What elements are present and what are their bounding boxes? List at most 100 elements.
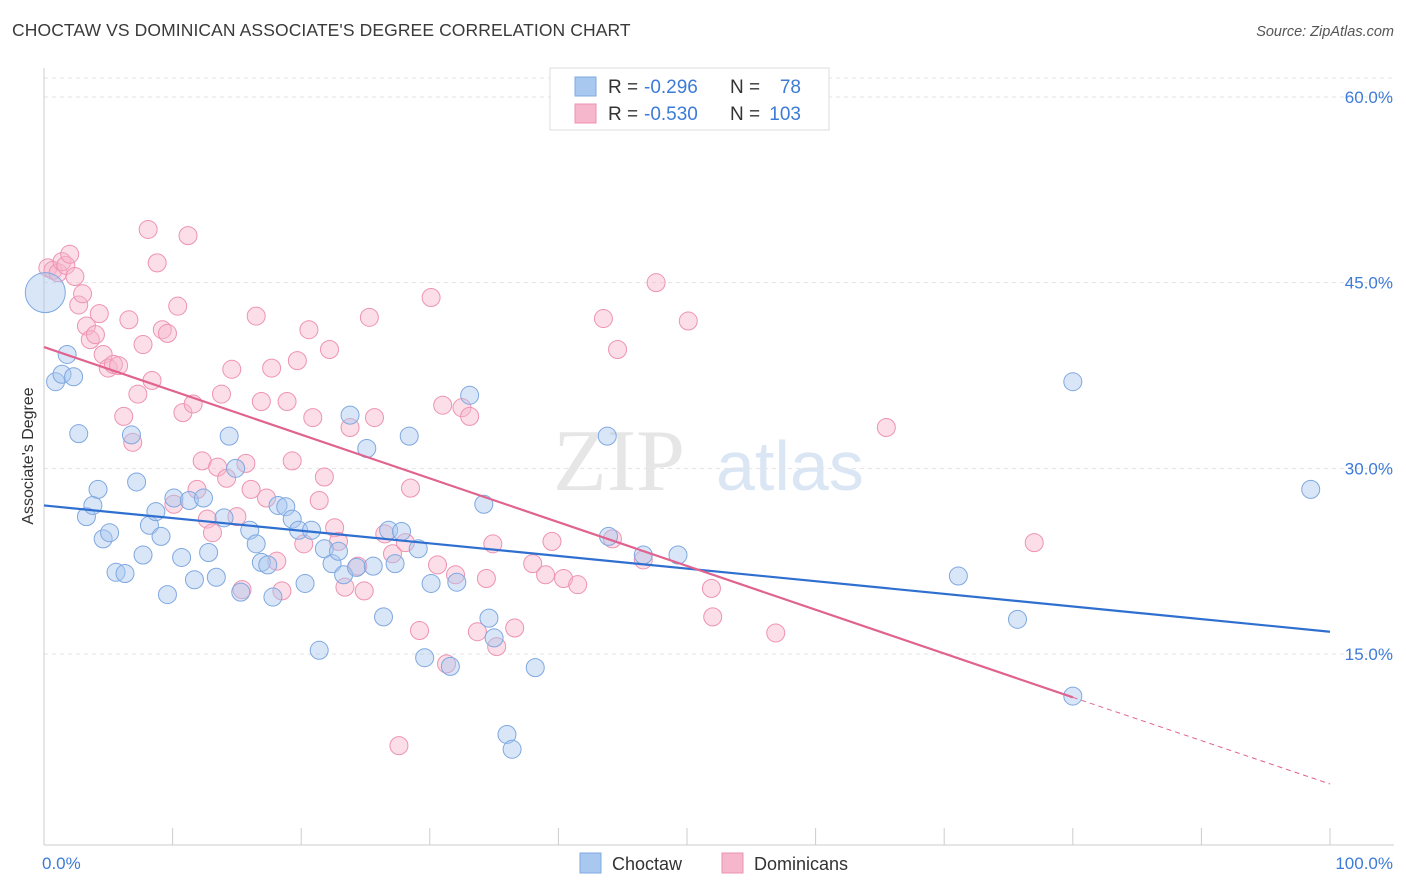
- dominican-points: [38, 219, 1044, 756]
- choctaw-point: [399, 426, 419, 446]
- dominican-point: [303, 408, 323, 428]
- dominican-point: [359, 307, 379, 327]
- choctaw-point: [309, 640, 329, 660]
- dominican-point: [89, 304, 109, 324]
- choctaw-point: [363, 556, 383, 576]
- dominican-point: [542, 531, 562, 551]
- watermark: ZIP atlas: [553, 413, 864, 510]
- choctaw-point: [385, 554, 405, 574]
- choctaw-point: [258, 555, 278, 575]
- legend-swatch-choctaw: [579, 852, 602, 874]
- dominican-point: [593, 309, 613, 329]
- choctaw-point: [1063, 686, 1083, 706]
- dominican-point: [282, 451, 302, 471]
- choctaw-trend-line: [43, 504, 1331, 633]
- dominican-point: [147, 253, 167, 273]
- choctaw-point: [172, 547, 192, 567]
- choctaw-point: [46, 372, 66, 392]
- legend-label-dominican: Dominicans: [754, 854, 848, 874]
- dominican-point: [69, 295, 89, 315]
- choctaw-point: [268, 495, 288, 515]
- dominican-point: [476, 568, 496, 588]
- dominican-point: [114, 406, 134, 426]
- dominican-point: [319, 340, 339, 360]
- y-axis-label: Associate's Degree: [20, 387, 37, 524]
- choctaw-point: [374, 607, 394, 627]
- choctaw-point: [1063, 372, 1083, 392]
- dominican-point: [211, 384, 231, 404]
- stats-r-label-choctaw: R =: [608, 77, 638, 98]
- dominican-point: [421, 288, 441, 308]
- choctaw-point: [179, 491, 199, 511]
- dominican-point: [701, 578, 721, 598]
- dominican-point: [467, 622, 487, 642]
- stats-swatch-dominican: [574, 103, 597, 124]
- choctaw-point: [440, 656, 460, 676]
- y-tick-label: 45.0%: [1345, 274, 1393, 293]
- stats-swatch-choctaw: [574, 76, 597, 97]
- dominican-point: [123, 432, 143, 452]
- choctaw-points: [24, 272, 1321, 759]
- dominican-point: [389, 736, 409, 756]
- y-tick-label: 15.0%: [1345, 645, 1393, 664]
- choctaw-point: [460, 385, 480, 405]
- dominican-point: [876, 417, 896, 437]
- choctaw-point: [151, 526, 171, 546]
- dominican-trend-extension: [1072, 696, 1331, 785]
- choctaw-point: [219, 426, 239, 446]
- choctaw-point: [447, 572, 467, 592]
- stats-n-label-dominican: N =: [730, 104, 760, 125]
- dominican-point: [133, 335, 153, 355]
- choctaw-point: [479, 608, 499, 628]
- stats-n-label-choctaw: N =: [730, 77, 760, 98]
- choctaw-point: [1301, 479, 1321, 499]
- choctaw-point: [421, 573, 441, 593]
- choctaw-point: [415, 648, 435, 668]
- choctaw-point: [1008, 609, 1028, 629]
- choctaw-point: [392, 521, 412, 541]
- dominican-point: [410, 620, 430, 640]
- dominican-point: [505, 618, 525, 638]
- choctaw-point: [206, 567, 226, 587]
- trend-lines: [43, 345, 1331, 785]
- choctaw-point: [231, 582, 251, 602]
- dominican-point: [460, 406, 480, 426]
- dominican-point: [446, 565, 466, 585]
- dominican-point: [335, 577, 355, 597]
- dominican-point: [277, 391, 297, 411]
- dominican-point: [85, 325, 105, 345]
- choctaw-point: [295, 573, 315, 593]
- choctaw-point: [282, 509, 302, 529]
- dominican-point: [309, 491, 329, 511]
- choctaw-point: [314, 539, 334, 559]
- stats-n-value-dominican: 103: [769, 104, 801, 125]
- dominican-point: [1024, 533, 1044, 553]
- choctaw-point: [497, 724, 517, 744]
- stats-box: R = -0.296 N = 78 R = -0.530 N = 103: [549, 67, 830, 131]
- dominican-point: [65, 266, 85, 286]
- dominican-point: [299, 320, 319, 340]
- choctaw-point: [408, 539, 428, 559]
- choctaw-point: [127, 472, 147, 492]
- choctaw-point: [100, 523, 120, 543]
- dominican-point: [536, 565, 556, 585]
- stats-r-value-dominican: -0.530: [644, 104, 698, 125]
- choctaw-point: [76, 507, 96, 527]
- y-tick-labels: 15.0% 30.0% 45.0% 60.0%: [1345, 88, 1393, 664]
- choctaw-point: [276, 497, 296, 517]
- choctaw-point: [597, 426, 617, 446]
- dominican-point: [52, 252, 72, 272]
- dominican-point: [241, 479, 261, 499]
- dominican-point: [568, 575, 588, 595]
- dominican-point: [138, 219, 158, 239]
- dominican-point: [703, 607, 723, 627]
- dominican-point: [168, 296, 188, 316]
- dominican-point: [251, 391, 271, 411]
- chart-title: CHOCTAW VS DOMINICAN ASSOCIATE'S DEGREE …: [12, 20, 631, 40]
- dominican-point: [354, 581, 374, 601]
- stats-r-value-choctaw: -0.296: [644, 77, 698, 98]
- dominican-point: [608, 340, 628, 360]
- dominican-point: [119, 310, 139, 330]
- dominican-point: [222, 359, 242, 379]
- choctaw-point: [226, 458, 246, 478]
